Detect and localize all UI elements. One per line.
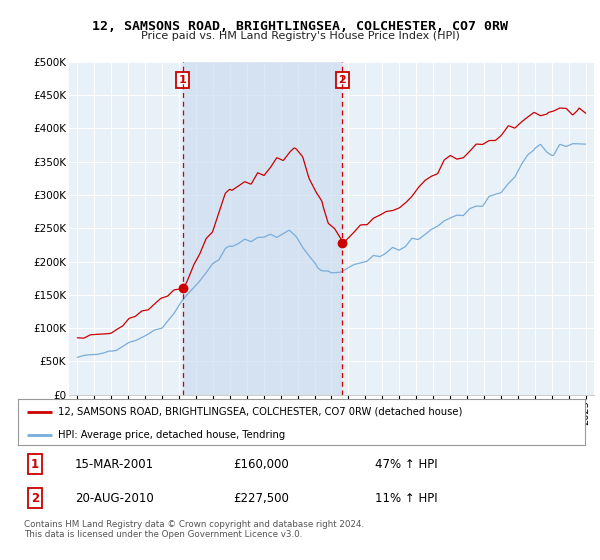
Text: 12, SAMSONS ROAD, BRIGHTLINGSEA, COLCHESTER, CO7 0RW: 12, SAMSONS ROAD, BRIGHTLINGSEA, COLCHES… xyxy=(92,20,508,32)
Text: 1: 1 xyxy=(179,75,187,85)
Text: 20-AUG-2010: 20-AUG-2010 xyxy=(75,492,154,505)
Bar xyxy=(182,62,343,395)
Text: 1: 1 xyxy=(31,458,39,470)
Text: £227,500: £227,500 xyxy=(233,492,289,505)
Text: £160,000: £160,000 xyxy=(233,458,289,470)
Text: Contains HM Land Registry data © Crown copyright and database right 2024.
This d: Contains HM Land Registry data © Crown c… xyxy=(24,520,364,539)
Text: 2: 2 xyxy=(338,75,346,85)
Text: 12, SAMSONS ROAD, BRIGHTLINGSEA, COLCHESTER, CO7 0RW (detached house): 12, SAMSONS ROAD, BRIGHTLINGSEA, COLCHES… xyxy=(58,407,462,417)
Text: HPI: Average price, detached house, Tendring: HPI: Average price, detached house, Tend… xyxy=(58,430,285,440)
Text: Price paid vs. HM Land Registry's House Price Index (HPI): Price paid vs. HM Land Registry's House … xyxy=(140,31,460,41)
Text: 47% ↑ HPI: 47% ↑ HPI xyxy=(375,458,438,470)
Text: 11% ↑ HPI: 11% ↑ HPI xyxy=(375,492,438,505)
Text: 2: 2 xyxy=(31,492,39,505)
Text: 15-MAR-2001: 15-MAR-2001 xyxy=(75,458,154,470)
